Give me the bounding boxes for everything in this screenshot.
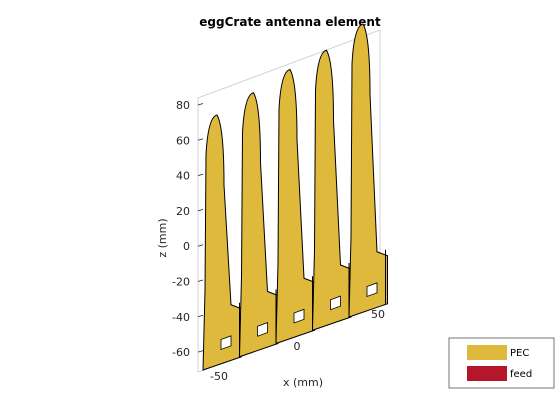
feed-gap [257, 322, 268, 337]
z-tick-mark [197, 279, 204, 282]
z-axis-label: z (mm) [156, 218, 169, 257]
antenna-elements [202, 23, 388, 371]
z-tick-label: 0 [183, 240, 190, 253]
antenna-element [348, 23, 388, 318]
z-axis: 80 60 40 20 0 -20 -40 -60 [172, 99, 204, 359]
z-tick-mark [197, 350, 204, 353]
z-tick-mark [197, 244, 204, 247]
x-tick-label: 50 [371, 308, 385, 321]
x-axis: -50 0 50 [210, 308, 385, 383]
legend-swatch-feed [467, 366, 507, 381]
z-tick-label: 20 [176, 205, 190, 218]
z-tick-mark [197, 138, 204, 141]
legend-label-feed: feed [510, 369, 532, 380]
x-axis-label: x (mm) [283, 376, 323, 389]
chart-title: eggCrate antenna element [199, 15, 381, 29]
antenna-element [275, 68, 315, 345]
legend-swatch-pec [467, 345, 507, 360]
antenna-element [202, 114, 242, 371]
x-tick-label: -50 [210, 370, 228, 383]
antenna-element [238, 92, 279, 358]
z-tick-label: 80 [176, 99, 190, 112]
feed-gap [330, 295, 341, 311]
x-tick-label: 0 [294, 340, 301, 353]
z-tick-label: -60 [172, 346, 190, 359]
feed-gap [293, 308, 305, 324]
feed-gap [220, 335, 232, 351]
z-tick-label: 60 [176, 134, 190, 147]
z-tick-mark [197, 103, 204, 106]
z-tick-mark [197, 314, 204, 318]
z-tick-label: -40 [172, 311, 190, 324]
feed-gap [366, 282, 378, 298]
legend: PEC feed [448, 337, 555, 389]
antenna-element [311, 49, 352, 331]
z-tick-mark [197, 209, 204, 212]
z-tick-label: -20 [172, 276, 190, 289]
z-tick-mark [197, 173, 204, 176]
legend-label-pec: PEC [510, 348, 529, 359]
z-tick-label: 40 [176, 170, 190, 183]
